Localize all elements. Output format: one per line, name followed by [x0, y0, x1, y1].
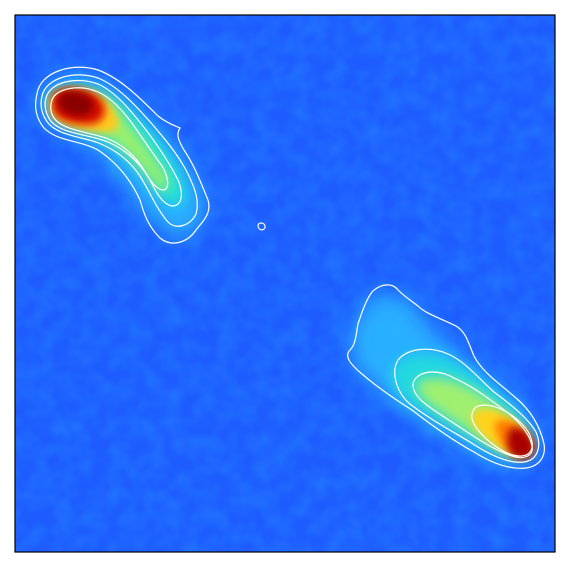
- lower-right-lobe: [349, 293, 537, 466]
- contour-upper-left-2: [40, 74, 198, 227]
- contour-core-blob: [257, 222, 266, 231]
- contour-lower-right-3: [412, 371, 533, 459]
- contour-lower-right-outer: [347, 284, 545, 469]
- contour-upper-left-3: [44, 79, 182, 207]
- contour-lower-right-2: [394, 348, 540, 463]
- contour-upper-left-inner: [50, 87, 169, 191]
- contour-lines: [35, 66, 545, 469]
- plot-frame: [14, 14, 556, 553]
- contour-lower-right-inner: [471, 404, 533, 457]
- contour-upper-left-outer: [35, 66, 210, 244]
